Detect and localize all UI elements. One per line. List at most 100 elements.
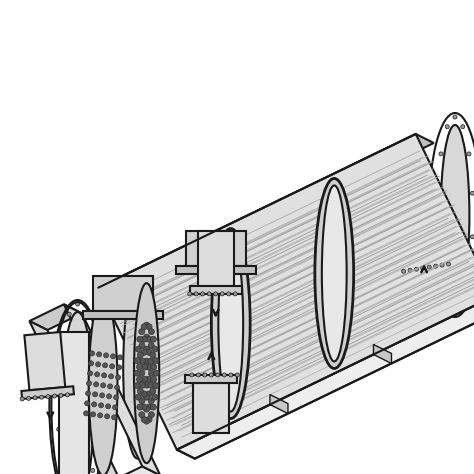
Circle shape [401,269,406,273]
Circle shape [141,337,147,342]
Circle shape [84,401,90,406]
Circle shape [135,346,141,352]
Circle shape [104,353,109,358]
Circle shape [105,414,109,419]
Circle shape [144,334,150,340]
Circle shape [87,381,91,386]
Circle shape [439,152,443,156]
Circle shape [190,373,194,377]
Circle shape [144,382,150,388]
Circle shape [148,343,154,348]
Circle shape [146,324,152,330]
Circle shape [434,264,438,268]
Circle shape [207,292,211,296]
Circle shape [150,404,156,410]
Polygon shape [185,375,237,383]
Circle shape [27,396,31,401]
Circle shape [151,364,157,370]
Circle shape [144,394,150,400]
Circle shape [139,328,145,335]
Polygon shape [193,383,229,433]
Circle shape [46,394,50,399]
Ellipse shape [62,312,94,474]
Circle shape [33,396,37,400]
Polygon shape [374,345,392,364]
Circle shape [116,375,120,380]
Circle shape [100,383,106,388]
Circle shape [144,358,150,364]
Circle shape [139,382,146,388]
Circle shape [101,373,107,378]
Circle shape [436,191,439,195]
Circle shape [467,152,471,156]
Circle shape [408,268,412,272]
Circle shape [139,358,146,364]
Circle shape [210,373,213,377]
Circle shape [414,267,419,271]
Circle shape [53,394,56,398]
Polygon shape [99,134,474,450]
Circle shape [139,398,145,404]
Circle shape [84,312,88,316]
Ellipse shape [441,125,469,305]
Ellipse shape [322,185,346,362]
Circle shape [95,372,100,377]
Circle shape [453,311,457,315]
Circle shape [111,415,117,420]
Circle shape [134,370,140,376]
Circle shape [97,352,101,357]
Circle shape [150,336,156,342]
Circle shape [137,376,143,383]
Circle shape [113,405,118,410]
Circle shape [445,125,449,129]
Circle shape [88,371,92,376]
Circle shape [235,373,239,377]
Circle shape [91,468,95,473]
Circle shape [153,383,159,389]
Circle shape [196,373,201,377]
Circle shape [148,382,154,388]
Polygon shape [177,296,474,459]
Polygon shape [63,365,105,386]
Circle shape [137,352,143,358]
Circle shape [86,391,91,396]
Circle shape [467,274,471,278]
Circle shape [216,373,220,377]
Ellipse shape [211,228,250,419]
Circle shape [89,361,93,366]
Circle shape [91,341,95,345]
Circle shape [188,292,191,296]
Circle shape [96,362,100,367]
Circle shape [146,364,152,370]
Circle shape [461,301,465,305]
Circle shape [39,395,44,399]
Circle shape [141,324,147,330]
Polygon shape [406,273,450,329]
Circle shape [421,266,425,270]
Circle shape [20,397,24,401]
Circle shape [94,382,99,386]
Circle shape [90,351,95,356]
Circle shape [139,370,145,376]
Polygon shape [59,332,89,474]
Polygon shape [198,231,234,286]
Circle shape [447,262,450,266]
Circle shape [144,418,150,424]
Circle shape [440,263,444,267]
Ellipse shape [219,236,243,411]
Circle shape [144,406,150,412]
Circle shape [115,385,119,390]
Circle shape [141,349,147,356]
Circle shape [471,235,474,239]
Circle shape [61,468,64,473]
Circle shape [67,312,71,316]
Circle shape [137,336,143,342]
Circle shape [150,388,156,394]
Circle shape [148,328,155,335]
Ellipse shape [89,295,118,474]
Circle shape [137,388,143,394]
Circle shape [141,391,147,397]
Circle shape [118,355,123,360]
Circle shape [57,428,61,431]
Circle shape [75,302,80,306]
